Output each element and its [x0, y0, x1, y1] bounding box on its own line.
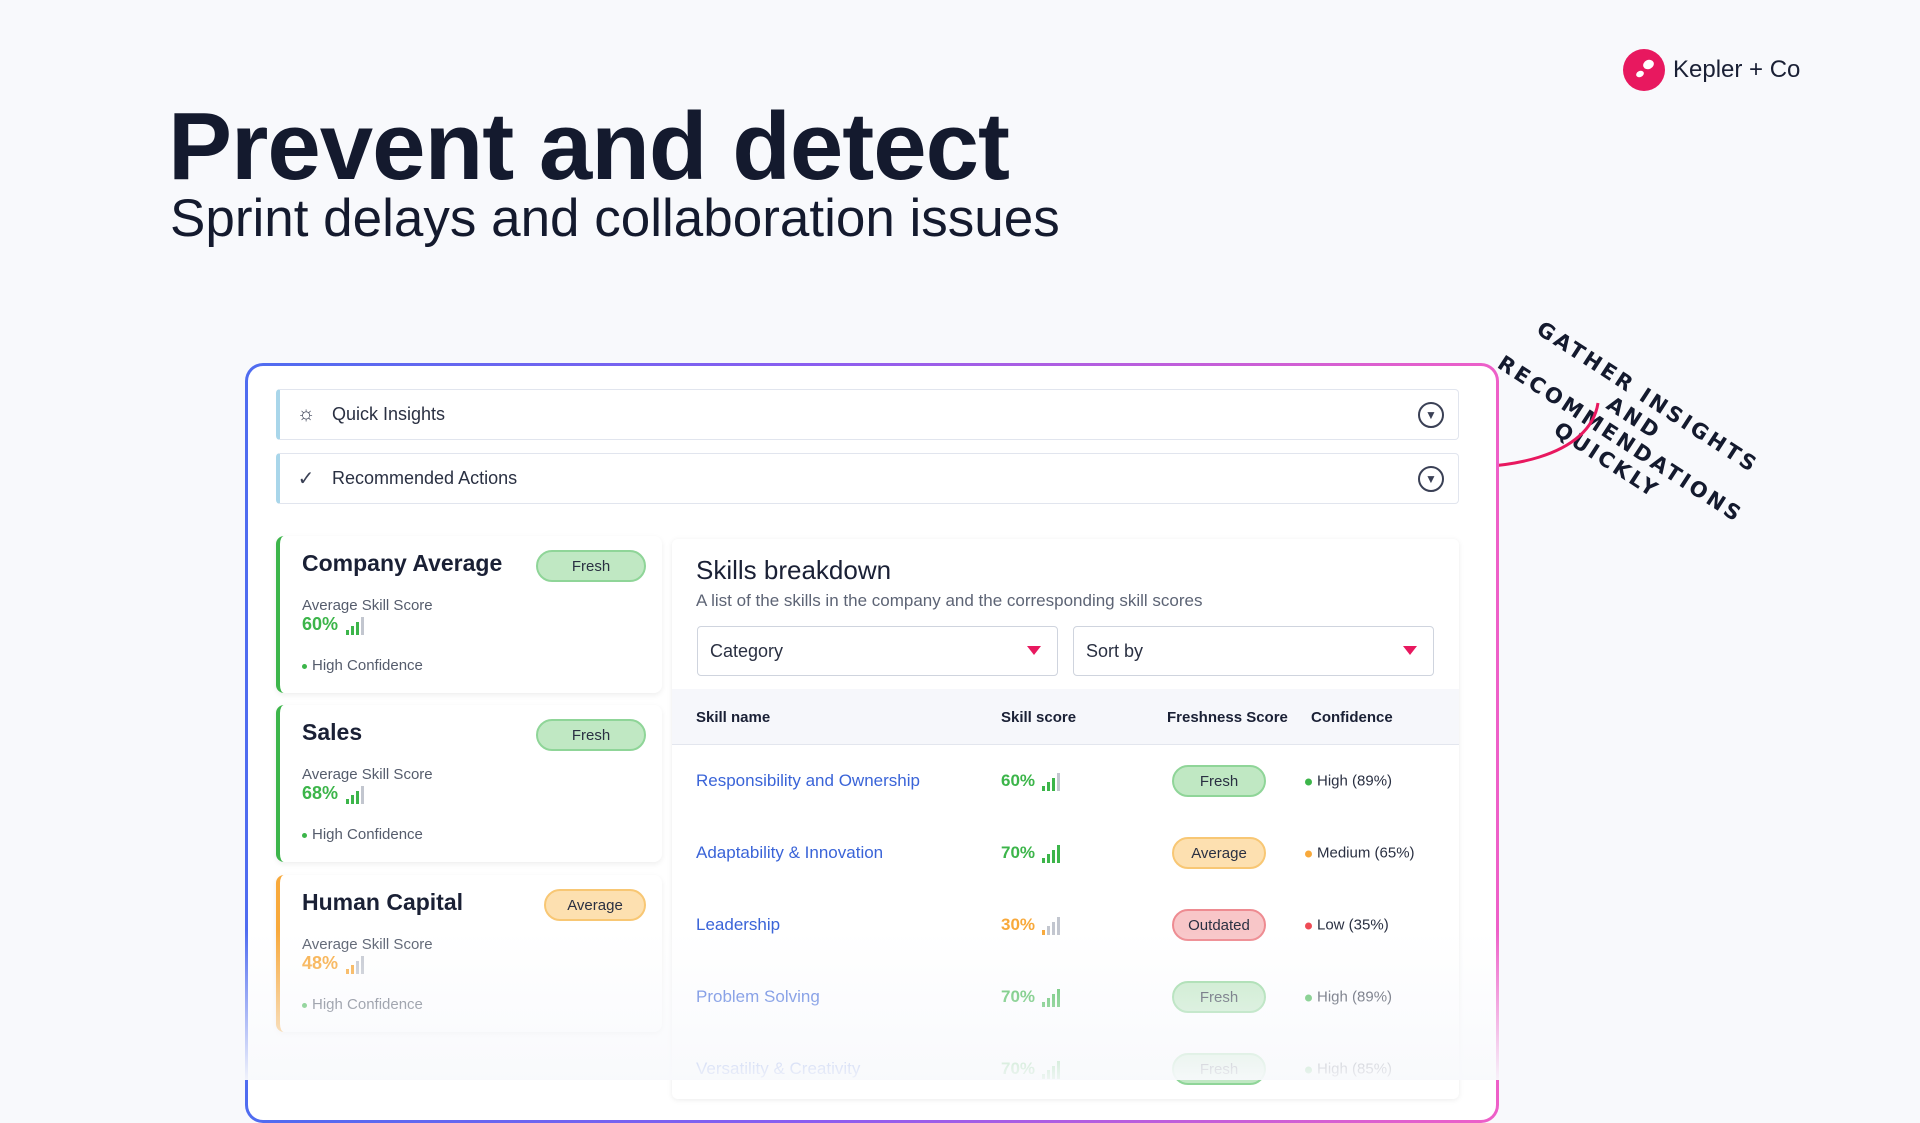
accordion-recommended-actions[interactable]: ✓ Recommended Actions ▼ [276, 453, 1459, 504]
summary-card[interactable]: Human Capital Average Average Skill Scor… [276, 875, 662, 1032]
column-header[interactable]: Skill score [1001, 709, 1077, 726]
freshness-badge: Fresh [1172, 1053, 1266, 1085]
signal-bars-icon [1042, 845, 1061, 863]
confidence-value: Low (35%) [1317, 916, 1389, 934]
freshness-badge: Fresh [1172, 765, 1266, 797]
skills-breakdown-panel: Skills breakdown A list of the skills in… [672, 539, 1459, 1099]
card-title: Human Capital [302, 889, 464, 915]
accordion-label: Recommended Actions [332, 468, 518, 488]
freshness-badge: Fresh [536, 550, 646, 582]
brand-logo-icon [1623, 49, 1665, 91]
signal-bars-icon [346, 786, 365, 804]
score-value: 48% [302, 953, 339, 973]
signal-bars-icon [1042, 917, 1061, 935]
chevron-down-icon[interactable]: ▼ [1418, 402, 1444, 428]
freshness-badge: Fresh [536, 719, 646, 751]
signal-bars-icon [1042, 1061, 1061, 1079]
signal-bars-icon [1042, 989, 1061, 1007]
skills-subtitle: A list of the skills in the company and … [696, 591, 1203, 610]
column-header[interactable]: Confidence [1311, 709, 1393, 726]
category-dropdown[interactable]: Category [697, 626, 1058, 676]
status-dot-icon [1305, 994, 1312, 1002]
confidence-label: High Confidence [312, 996, 423, 1013]
skill-name-link[interactable]: Problem Solving [696, 987, 820, 1006]
brand-name: Kepler + Co [1673, 56, 1801, 83]
chevron-down-icon[interactable]: ▼ [1418, 466, 1444, 492]
skill-score: 60% [1001, 771, 1036, 790]
skills-title: Skills breakdown [696, 555, 892, 585]
status-dot-icon [1305, 850, 1312, 858]
confidence-label: High Confidence [312, 826, 423, 843]
column-header[interactable]: Freshness Score [1167, 709, 1288, 726]
score-label: Average Skill Score [302, 766, 433, 783]
score-label: Average Skill Score [302, 936, 433, 953]
signal-bars-icon [1042, 773, 1061, 791]
skill-name-link[interactable]: Adaptability & Innovation [696, 843, 884, 862]
confidence-value: Medium (65%) [1317, 844, 1415, 862]
caret-down-icon [1403, 646, 1417, 655]
status-dot-icon [302, 663, 307, 669]
skill-name-link[interactable]: Responsibility and Ownership [696, 771, 920, 790]
skill-score: 70% [1001, 1059, 1036, 1078]
confidence-value: High (85%) [1317, 1060, 1393, 1078]
accordion-label: Quick Insights [332, 404, 446, 424]
lightbulb-icon: ☼ [296, 403, 316, 425]
table-header: Skill name Skill score Freshness Score C… [672, 689, 1459, 745]
status-dot-icon [302, 832, 307, 838]
skill-name-link[interactable]: Leadership [696, 915, 781, 934]
table-row[interactable]: Adaptability & Innovation 70% Average Me… [672, 817, 1459, 889]
status-dot-icon [1305, 1066, 1312, 1074]
status-dot-icon [1305, 778, 1312, 786]
sort-dropdown[interactable]: Sort by [1073, 626, 1434, 676]
table-row[interactable]: Versatility & Creativity 70% Fresh High … [672, 1033, 1459, 1105]
score-value: 68% [302, 783, 339, 803]
table-row[interactable]: Problem Solving 70% Fresh High (89%) [672, 961, 1459, 1033]
card-title: Company Average [302, 550, 503, 576]
column-header[interactable]: Skill name [696, 709, 771, 726]
signal-bars-icon [346, 617, 365, 635]
freshness-badge: Outdated [1172, 909, 1266, 941]
summary-card[interactable]: Company Average Fresh Average Skill Scor… [276, 536, 662, 693]
summary-card[interactable]: Sales Fresh Average Skill Score 68% High… [276, 705, 662, 862]
check-circle-icon: ✓ [297, 468, 315, 490]
skill-score: 30% [1001, 915, 1036, 934]
freshness-badge: Average [1172, 837, 1266, 869]
confidence-value: High (89%) [1317, 772, 1393, 790]
accordion-quick-insights[interactable]: ☼ Quick Insights ▼ [276, 389, 1459, 440]
status-dot-icon [302, 1002, 307, 1008]
score-label: Average Skill Score [302, 597, 433, 614]
confidence-label: High Confidence [312, 657, 423, 674]
caret-down-icon [1027, 646, 1041, 655]
skill-score: 70% [1001, 843, 1036, 862]
page-subtitle: Sprint delays and collaboration issues [170, 189, 1060, 248]
card-title: Sales [302, 719, 363, 745]
freshness-badge: Average [544, 889, 646, 921]
dropdown-value: Sort by [1086, 640, 1144, 661]
status-dot-icon [1305, 922, 1312, 930]
page-title: Prevent and detect [168, 93, 1010, 200]
confidence-value: High (89%) [1317, 988, 1393, 1006]
skill-name-link[interactable]: Versatility & Creativity [696, 1059, 861, 1078]
dropdown-value: Category [710, 640, 784, 661]
table-row[interactable]: Responsibility and Ownership 60% Fresh H… [672, 745, 1459, 817]
table-row[interactable]: Leadership 30% Outdated Low (35%) [672, 889, 1459, 961]
skill-score: 70% [1001, 987, 1036, 1006]
score-value: 60% [302, 614, 339, 634]
freshness-badge: Fresh [1172, 981, 1266, 1013]
signal-bars-icon [346, 956, 365, 974]
